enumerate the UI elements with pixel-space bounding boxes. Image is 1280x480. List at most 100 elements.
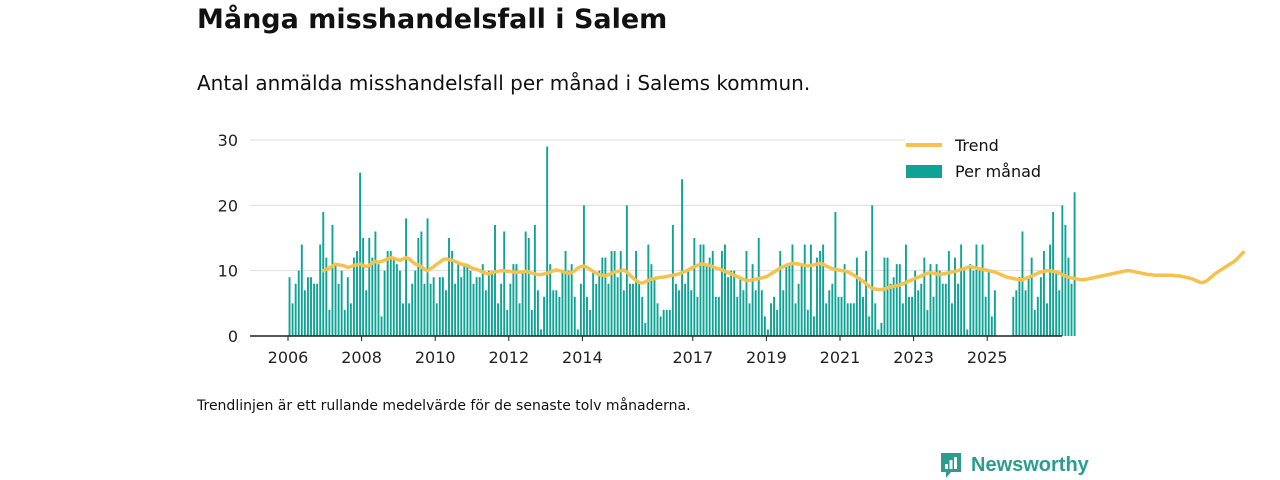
bar (714, 296, 717, 336)
bar (582, 205, 585, 336)
bar (923, 257, 926, 336)
bar (316, 283, 319, 336)
y-tick-label: 30 (218, 131, 238, 150)
bar (901, 303, 904, 336)
bar (914, 270, 917, 336)
x-tick-label: 2023 (893, 348, 934, 367)
brand-name: Newsworthy (971, 453, 1089, 476)
bar (650, 264, 653, 336)
bar (389, 251, 392, 336)
bar (730, 270, 733, 336)
bar (760, 290, 763, 336)
bar (791, 244, 794, 336)
brand[interactable]: Newsworthy (939, 451, 1089, 479)
bar (429, 283, 432, 336)
bar (954, 257, 956, 336)
bar (800, 264, 803, 336)
bar (595, 283, 598, 336)
bar (435, 303, 438, 336)
bar (733, 270, 736, 336)
bar (742, 290, 745, 336)
bar (573, 296, 576, 336)
bar (816, 257, 818, 336)
bar (334, 264, 337, 336)
bar (950, 303, 953, 336)
bar (494, 224, 496, 336)
bar (696, 296, 699, 336)
bar (521, 270, 524, 336)
bar (908, 296, 910, 336)
bar (852, 303, 855, 336)
bar (540, 329, 542, 336)
bar (776, 309, 779, 336)
bar (831, 283, 834, 336)
footnote: Trendlinjen är ett rullande medelvärde f… (197, 398, 691, 414)
bar (586, 296, 588, 336)
bar (1073, 192, 1076, 336)
bar (395, 264, 398, 336)
bar (438, 277, 441, 336)
bar (313, 283, 316, 336)
x-tick-label: 2019 (746, 348, 787, 367)
bar (674, 283, 677, 336)
bar (702, 244, 705, 336)
bar (708, 257, 711, 336)
bar (757, 238, 760, 336)
bar (1070, 283, 1073, 336)
bar (411, 283, 414, 336)
bar (806, 309, 809, 336)
bar (717, 296, 720, 336)
bar (567, 270, 570, 336)
bar-series (288, 146, 1076, 336)
bar (441, 277, 444, 336)
bar (466, 264, 469, 336)
bar (579, 283, 582, 336)
x-tick-label: 2025 (967, 348, 1008, 367)
bar (405, 218, 408, 336)
bar (509, 283, 512, 336)
bar (665, 309, 668, 336)
bar (794, 303, 797, 336)
bar (843, 264, 846, 336)
bar (788, 264, 791, 336)
bar (797, 283, 800, 336)
bar (957, 283, 960, 336)
bar (322, 211, 325, 336)
bar (444, 290, 447, 336)
bar (947, 251, 950, 336)
bar (635, 251, 638, 336)
bar (527, 238, 530, 336)
bar (911, 296, 914, 336)
bar (739, 277, 742, 336)
bar (978, 270, 981, 336)
bar (1033, 309, 1036, 336)
y-tick-label: 0 (228, 327, 238, 346)
bar (779, 251, 782, 336)
bar (720, 251, 723, 336)
bar (533, 224, 536, 336)
bar (892, 277, 895, 336)
bar (751, 264, 754, 336)
bar (460, 277, 463, 336)
x-tick-label: 2014 (562, 348, 603, 367)
chart-title: Många misshandelsfall i Salem (197, 4, 668, 35)
bar (604, 257, 607, 336)
bar (770, 303, 772, 336)
x-tick-label: 2012 (488, 348, 529, 367)
bar (684, 283, 687, 336)
bar (1064, 224, 1067, 336)
bar (763, 316, 766, 336)
bar (803, 244, 806, 336)
bar (555, 290, 558, 336)
bar (451, 251, 454, 336)
bar (576, 329, 579, 336)
bar (1049, 244, 1052, 336)
bar (337, 283, 340, 336)
bar (993, 290, 996, 336)
bar (306, 277, 309, 336)
bar (837, 296, 840, 336)
newsworthy-logo-icon (941, 453, 961, 478)
bar (822, 244, 825, 336)
bar (619, 251, 622, 336)
